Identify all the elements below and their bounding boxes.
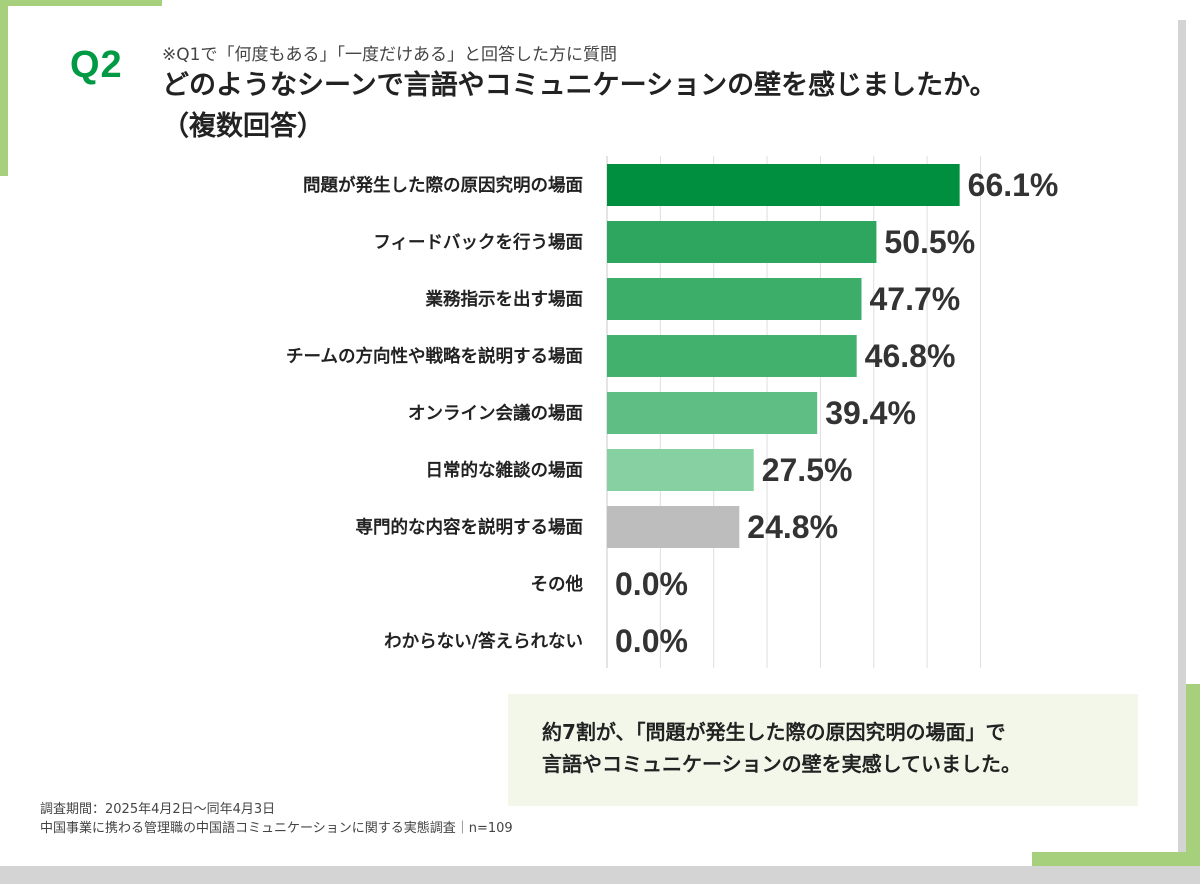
question-note: ※Q1で「何度もある」「一度だけある」と回答した方に質問 <box>162 45 617 65</box>
bar <box>607 449 754 491</box>
category-label: オンライン会議の場面 <box>408 403 583 424</box>
chart-bars <box>607 164 960 548</box>
question-title: どのようなシーンで言語やコミュニケーションの壁を感じましたか。 <box>162 70 997 101</box>
value-label: 27.5% <box>762 452 853 488</box>
bar <box>607 335 857 377</box>
value-label: 46.8% <box>865 338 956 374</box>
summary-text: 約7割が、「問題が発生した際の原因究明の場面」で 言語やコミュニケーションの壁を… <box>542 716 1122 780</box>
value-label: 50.5% <box>884 224 975 260</box>
category-label: 業務指示を出す場面 <box>425 289 584 310</box>
value-label: 39.4% <box>825 395 916 431</box>
category-label: 専門的な内容を説明する場面 <box>356 517 584 538</box>
bar <box>607 392 818 434</box>
chart-labels: 問題が発生した際の原因究明の場面 66.1% フィードバックを行う場面 50.5% 業務… <box>286 167 1058 659</box>
footnote: 調査期間：2025年4月2日～同年4月3日 中国事業に携わる管理職の中国語コミュ… <box>40 800 513 838</box>
summary-callout: 約7割が、「問題が発生した際の原因究明の場面」で 言語やコミュニケーションの壁を… <box>508 694 1138 806</box>
category-label: 問題が発生した際の原因究明の場面 <box>303 175 583 196</box>
category-label: チームの方向性や戦略を説明する場面 <box>286 346 583 367</box>
bottom-accent-bar <box>1032 852 1200 866</box>
value-label: 47.7% <box>869 281 960 317</box>
bottom-shadow-bar <box>0 866 1200 884</box>
bar <box>607 506 740 548</box>
summary-line-2: 言語やコミュニケーションの壁を実感していました。 <box>542 752 1021 776</box>
category-label: その他 <box>531 574 584 595</box>
value-label: 0.0% <box>615 566 688 602</box>
question-title-sub: （複数回答） <box>162 111 324 142</box>
category-label: フィードバックを行う場面 <box>373 232 583 253</box>
survey-period: 調査期間：2025年4月2日～同年4月3日 <box>40 802 276 817</box>
value-label: 0.0% <box>615 623 688 659</box>
survey-description: 中国事業に携わる管理職の中国語コミュニケーションに関する実態調査｜n=109 <box>40 821 513 836</box>
bar <box>607 221 877 263</box>
left-accent-bar <box>0 0 8 176</box>
category-label: 日常的な雑談の場面 <box>426 460 584 481</box>
summary-line-1: 約7割が、「問題が発生した際の原因究明の場面」で <box>542 720 1006 744</box>
question-number: Q2 <box>70 44 123 86</box>
right-accent-bar <box>1186 684 1200 884</box>
value-label: 66.1% <box>968 167 1059 203</box>
bar <box>607 278 862 320</box>
top-accent-bar <box>0 0 162 6</box>
category-label: わからない/答えられない <box>384 631 583 652</box>
value-label: 24.8% <box>747 509 838 545</box>
right-shadow-bar <box>1178 20 1186 866</box>
bar <box>607 164 960 206</box>
